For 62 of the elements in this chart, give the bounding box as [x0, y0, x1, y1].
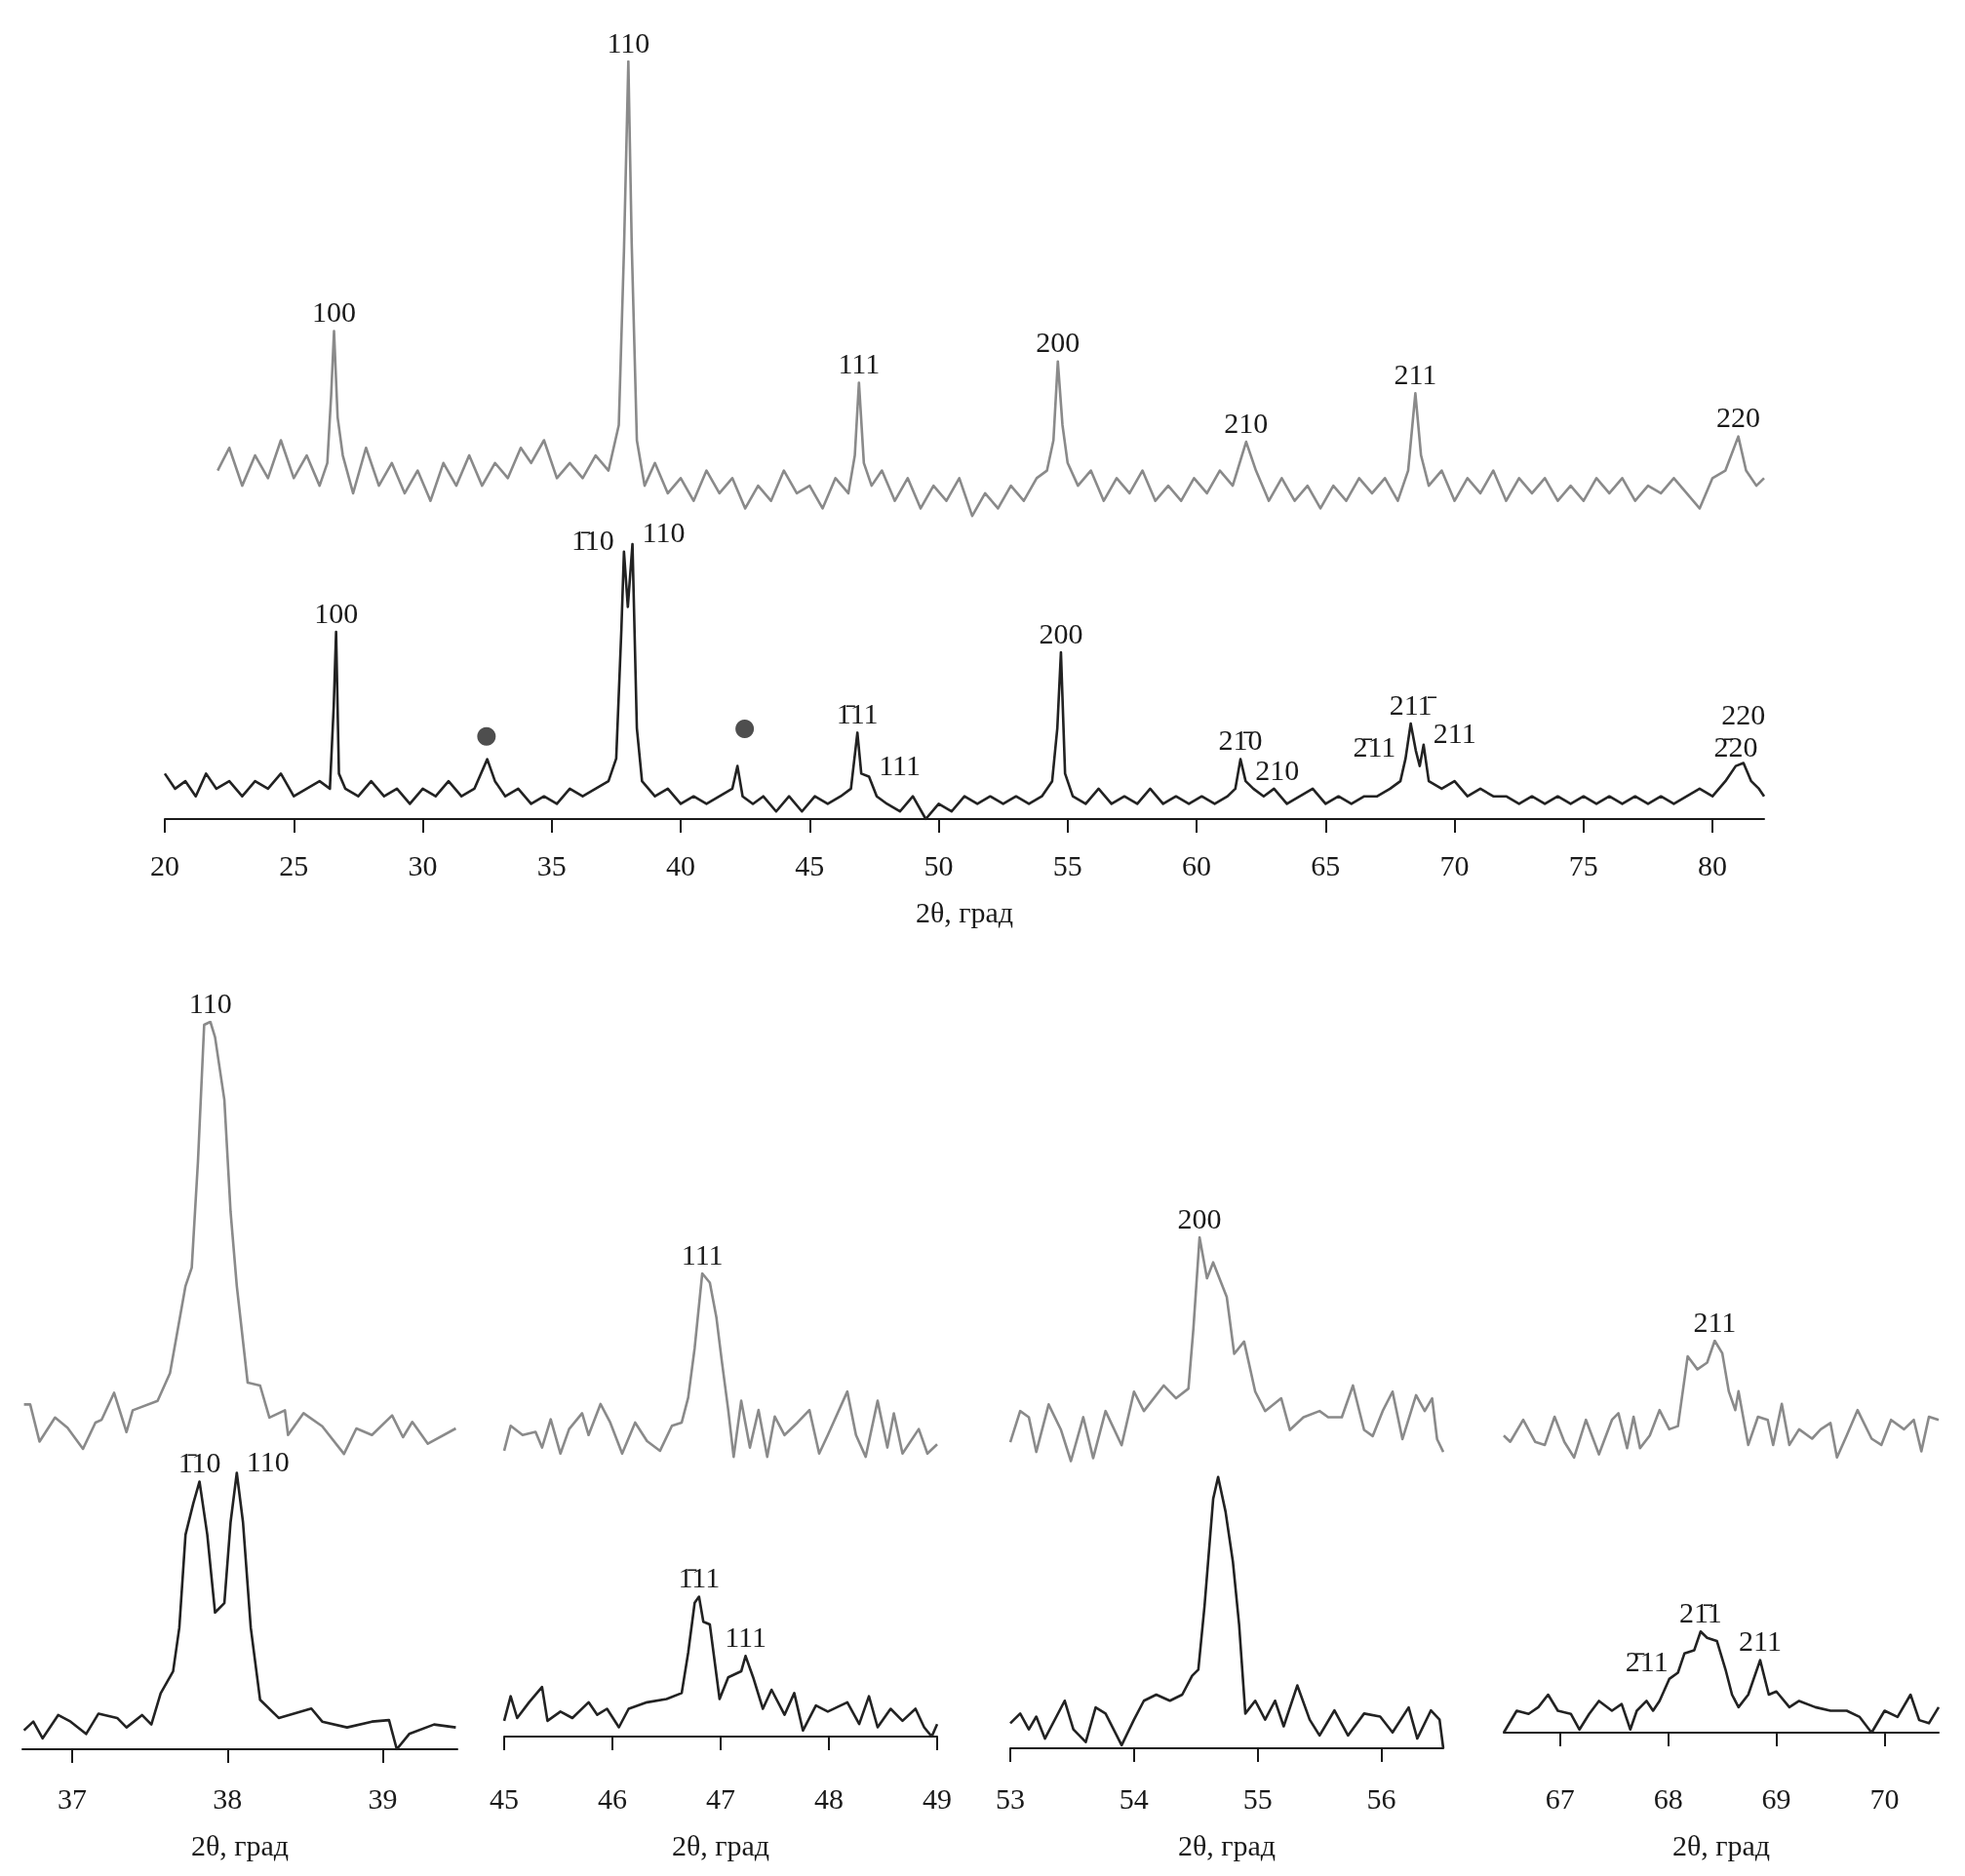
x-tick-label: 38: [213, 1781, 243, 1815]
annotation: 200: [1039, 616, 1083, 649]
x-tick-label: 65: [1311, 848, 1341, 881]
x-tick-label: 55: [1242, 1781, 1273, 1815]
x-tick-label: 70: [1869, 1781, 1900, 1815]
annotation: 211: [1394, 357, 1437, 390]
annotation: 211: [1433, 717, 1476, 750]
annotation: 211: [1693, 1305, 1737, 1338]
annotation: 220: [1721, 698, 1766, 730]
annotation: 110: [246, 1445, 290, 1478]
annotation: 110: [188, 986, 232, 1019]
annotation: 100: [312, 295, 357, 329]
x-tick-label: 80: [1698, 848, 1728, 881]
x-tick-label: 46: [598, 1781, 627, 1815]
x-tick-label: 30: [408, 848, 438, 881]
annotation: 111: [725, 1620, 766, 1653]
x-tick-label: 68: [1653, 1781, 1683, 1815]
x-tick-label: 70: [1439, 848, 1470, 881]
x-axis-title: 2θ, град: [190, 1828, 290, 1861]
x-tick-label: 20: [150, 848, 179, 881]
x-tick-label: 50: [924, 848, 954, 881]
annotation: 200: [1177, 1201, 1222, 1234]
x-tick-label: 60: [1182, 848, 1212, 881]
annotation: 2̄11: [1353, 730, 1396, 763]
x-axis-title: 2θ, град: [915, 895, 1014, 928]
x-tick-label: 45: [490, 1781, 519, 1815]
x-tick-label: 56: [1366, 1781, 1396, 1815]
x-tick-label: 39: [368, 1781, 398, 1815]
annotation: 210: [1224, 406, 1269, 439]
annotation: 110: [642, 516, 686, 549]
annotation: 2̄20: [1713, 730, 1758, 763]
x-tick-label: 48: [814, 1781, 844, 1815]
annotation: 100: [314, 596, 359, 629]
annotation: 211: [1738, 1624, 1782, 1658]
x-tick-label: 47: [706, 1781, 735, 1815]
x-tick-label: 37: [57, 1781, 87, 1815]
annotation: 111: [879, 748, 921, 781]
annotation: 110: [607, 25, 650, 59]
x-tick-label: 45: [795, 848, 825, 881]
x-tick-label: 35: [536, 848, 567, 881]
x-tick-label: 54: [1119, 1781, 1149, 1815]
x-tick-label: 69: [1761, 1781, 1791, 1815]
x-axis-title: 2θ, град: [671, 1828, 770, 1861]
x-tick-label: 75: [1568, 848, 1598, 881]
annotation: 111: [681, 1237, 724, 1270]
annotation: 1̄11: [678, 1561, 721, 1594]
annotation: 220: [1716, 401, 1761, 434]
x-tick-label: 40: [666, 848, 696, 881]
x-tick-label: 49: [923, 1781, 952, 1815]
x-tick-label: 55: [1052, 848, 1082, 881]
x-tick-label: 25: [279, 848, 309, 881]
annotation: 1̄10: [177, 1445, 221, 1478]
annotation: 1̄10: [570, 524, 614, 557]
annotation: 200: [1036, 326, 1081, 359]
annotation: 1̄11: [836, 696, 879, 729]
annotation: 21̄1: [1678, 1595, 1722, 1628]
x-axis-title: 2θ, град: [1671, 1828, 1771, 1861]
x-tick-label: 67: [1545, 1781, 1575, 1815]
x-axis-title: 2θ, град: [1177, 1828, 1277, 1861]
annotation: 111: [838, 346, 881, 379]
annotation: 2̄11: [1625, 1644, 1669, 1677]
x-tick-label: 53: [996, 1781, 1025, 1815]
